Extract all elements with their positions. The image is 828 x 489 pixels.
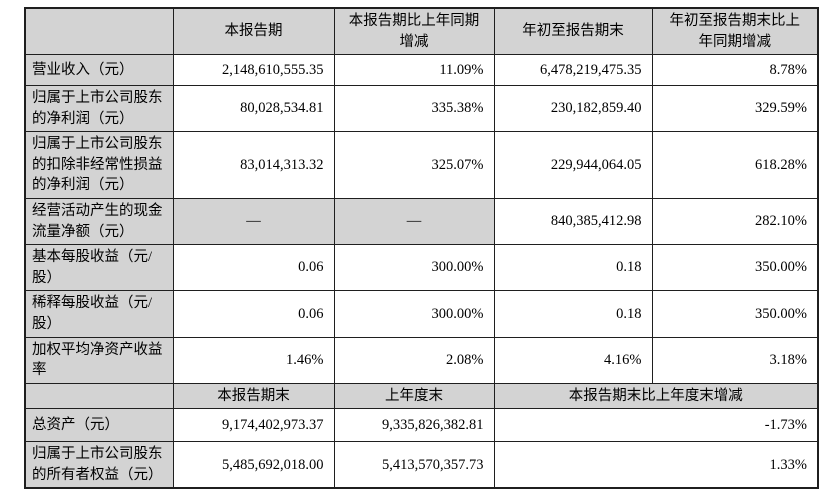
header-end-of-period: 本报告期末 xyxy=(172,382,335,410)
row-label: 总资产（元） xyxy=(24,408,174,443)
cell-value: 0.18 xyxy=(493,290,653,338)
row-label: 归属于上市公司股东的扣除非经常性损益的净利润（元） xyxy=(24,131,174,200)
header-period-end-vs-prior-year-change: 本报告期末比上年度末增减 xyxy=(493,382,819,410)
cell-value: 335.38% xyxy=(333,85,495,133)
cell-value: 9,174,402,973.37 xyxy=(172,408,335,443)
cell-value: 9,335,826,382.81 xyxy=(333,408,495,443)
cell-value: 6,478,219,475.35 xyxy=(493,54,653,87)
cell-value: 1.46% xyxy=(172,336,335,384)
cell-value: 1.33% xyxy=(493,441,819,489)
cell-value: 8.78% xyxy=(651,54,819,87)
row-label: 基本每股收益（元/股） xyxy=(24,244,174,292)
cell-value: 11.09% xyxy=(333,54,495,87)
table-row-weighted-avg-roe: 加权平均净资产收益率 1.46% 2.08% 4.16% 3.18% xyxy=(24,336,819,384)
table-row-operating-cash-flow: 经营活动产生的现金流量净额（元） — — 840,385,412.98 282.… xyxy=(24,198,819,246)
cell-value: 229,944,064.05 xyxy=(493,131,653,200)
cell-value: 0.06 xyxy=(172,244,335,292)
table-row-revenue: 营业收入（元） 2,148,610,555.35 11.09% 6,478,21… xyxy=(24,54,819,87)
row-label: 归属于上市公司股东的净利润（元） xyxy=(24,85,174,133)
row-label: 加权平均净资产收益率 xyxy=(24,336,174,384)
cell-value: 0.18 xyxy=(493,244,653,292)
cell-value: 325.07% xyxy=(333,131,495,200)
header-current-period-yoy-change: 本报告期比上年同期增减 xyxy=(333,7,495,56)
cell-value: 300.00% xyxy=(333,244,495,292)
table-header-row-1: 本报告期 本报告期比上年同期增减 年初至报告期末 年初至报告期末比上年同期增减 xyxy=(24,7,819,56)
cell-value: -1.73% xyxy=(493,408,819,443)
table-row-owners-equity: 归属于上市公司股东的所有者权益（元） 5,485,692,018.00 5,41… xyxy=(24,441,819,489)
cell-value: 2,148,610,555.35 xyxy=(172,54,335,87)
cell-value: 2.08% xyxy=(333,336,495,384)
cell-value: 282.10% xyxy=(651,198,819,246)
cell-value-empty-dash: — xyxy=(172,198,335,246)
row-label: 稀释每股收益（元/股） xyxy=(24,290,174,338)
header-year-to-date: 年初至报告期末 xyxy=(493,7,653,56)
table-row-net-profit-excl-nonrecurring: 归属于上市公司股东的扣除非经常性损益的净利润（元） 83,014,313.32 … xyxy=(24,131,819,200)
row-label: 归属于上市公司股东的所有者权益（元） xyxy=(24,441,174,489)
cell-value: 350.00% xyxy=(651,290,819,338)
financial-summary-table: 本报告期 本报告期比上年同期增减 年初至报告期末 年初至报告期末比上年同期增减 … xyxy=(24,7,819,489)
cell-value: 5,485,692,018.00 xyxy=(172,441,335,489)
table-row-total-assets: 总资产（元） 9,174,402,973.37 9,335,826,382.81… xyxy=(24,408,819,443)
cell-value: 618.28% xyxy=(651,131,819,200)
cell-value: 840,385,412.98 xyxy=(493,198,653,246)
table-row-basic-eps: 基本每股收益（元/股） 0.06 300.00% 0.18 350.00% xyxy=(24,244,819,292)
row-label: 经营活动产生的现金流量净额（元） xyxy=(24,198,174,246)
header-end-of-prior-year: 上年度末 xyxy=(333,382,495,410)
cell-value: 329.59% xyxy=(651,85,819,133)
cell-value-empty-dash: — xyxy=(333,198,495,246)
cell-value: 350.00% xyxy=(651,244,819,292)
table-header-row-2: 本报告期末 上年度末 本报告期末比上年度末增减 xyxy=(24,382,819,410)
row-label: 营业收入（元） xyxy=(24,54,174,87)
header-empty-cell-2 xyxy=(24,382,174,410)
header-current-period: 本报告期 xyxy=(172,7,335,56)
cell-value: 3.18% xyxy=(651,336,819,384)
cell-value: 230,182,859.40 xyxy=(493,85,653,133)
cell-value: 4.16% xyxy=(493,336,653,384)
header-year-to-date-yoy-change: 年初至报告期末比上年同期增减 xyxy=(651,7,819,56)
table-row-net-profit: 归属于上市公司股东的净利润（元） 80,028,534.81 335.38% 2… xyxy=(24,85,819,133)
cell-value: 300.00% xyxy=(333,290,495,338)
cell-value: 83,014,313.32 xyxy=(172,131,335,200)
cell-value: 80,028,534.81 xyxy=(172,85,335,133)
report-page: 本报告期 本报告期比上年同期增减 年初至报告期末 年初至报告期末比上年同期增减 … xyxy=(24,7,819,489)
header-empty-cell xyxy=(24,7,174,56)
table-row-diluted-eps: 稀释每股收益（元/股） 0.06 300.00% 0.18 350.00% xyxy=(24,290,819,338)
cell-value: 5,413,570,357.73 xyxy=(333,441,495,489)
cell-value: 0.06 xyxy=(172,290,335,338)
